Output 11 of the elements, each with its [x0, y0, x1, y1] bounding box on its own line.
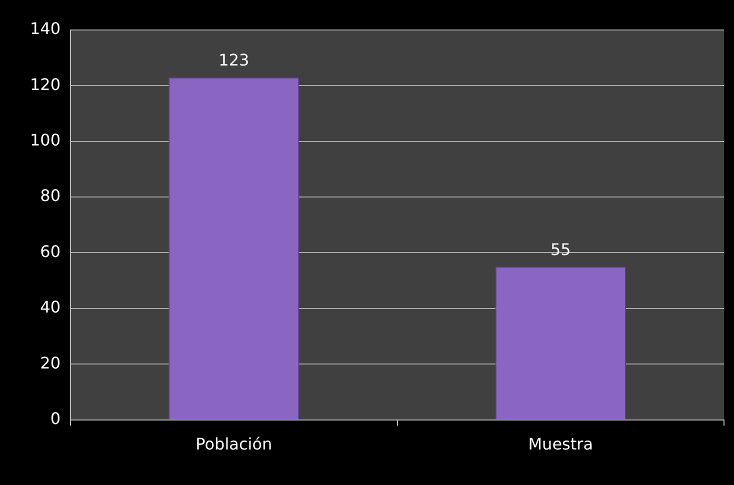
y-tick-label: 0: [50, 408, 61, 428]
x-tick-label: Muestra: [528, 434, 594, 454]
y-tick-label: 120: [30, 74, 61, 94]
y-tick-label: 140: [30, 19, 61, 38]
data-label: 123: [218, 50, 250, 70]
x-tick-label: Población: [196, 434, 272, 454]
y-tick-label: 20: [40, 353, 61, 372]
y-tick-label: 60: [40, 242, 61, 261]
y-tick-label: 80: [40, 186, 61, 206]
y-tick-label: 40: [40, 298, 61, 317]
y-tick-label: 100: [30, 130, 61, 150]
